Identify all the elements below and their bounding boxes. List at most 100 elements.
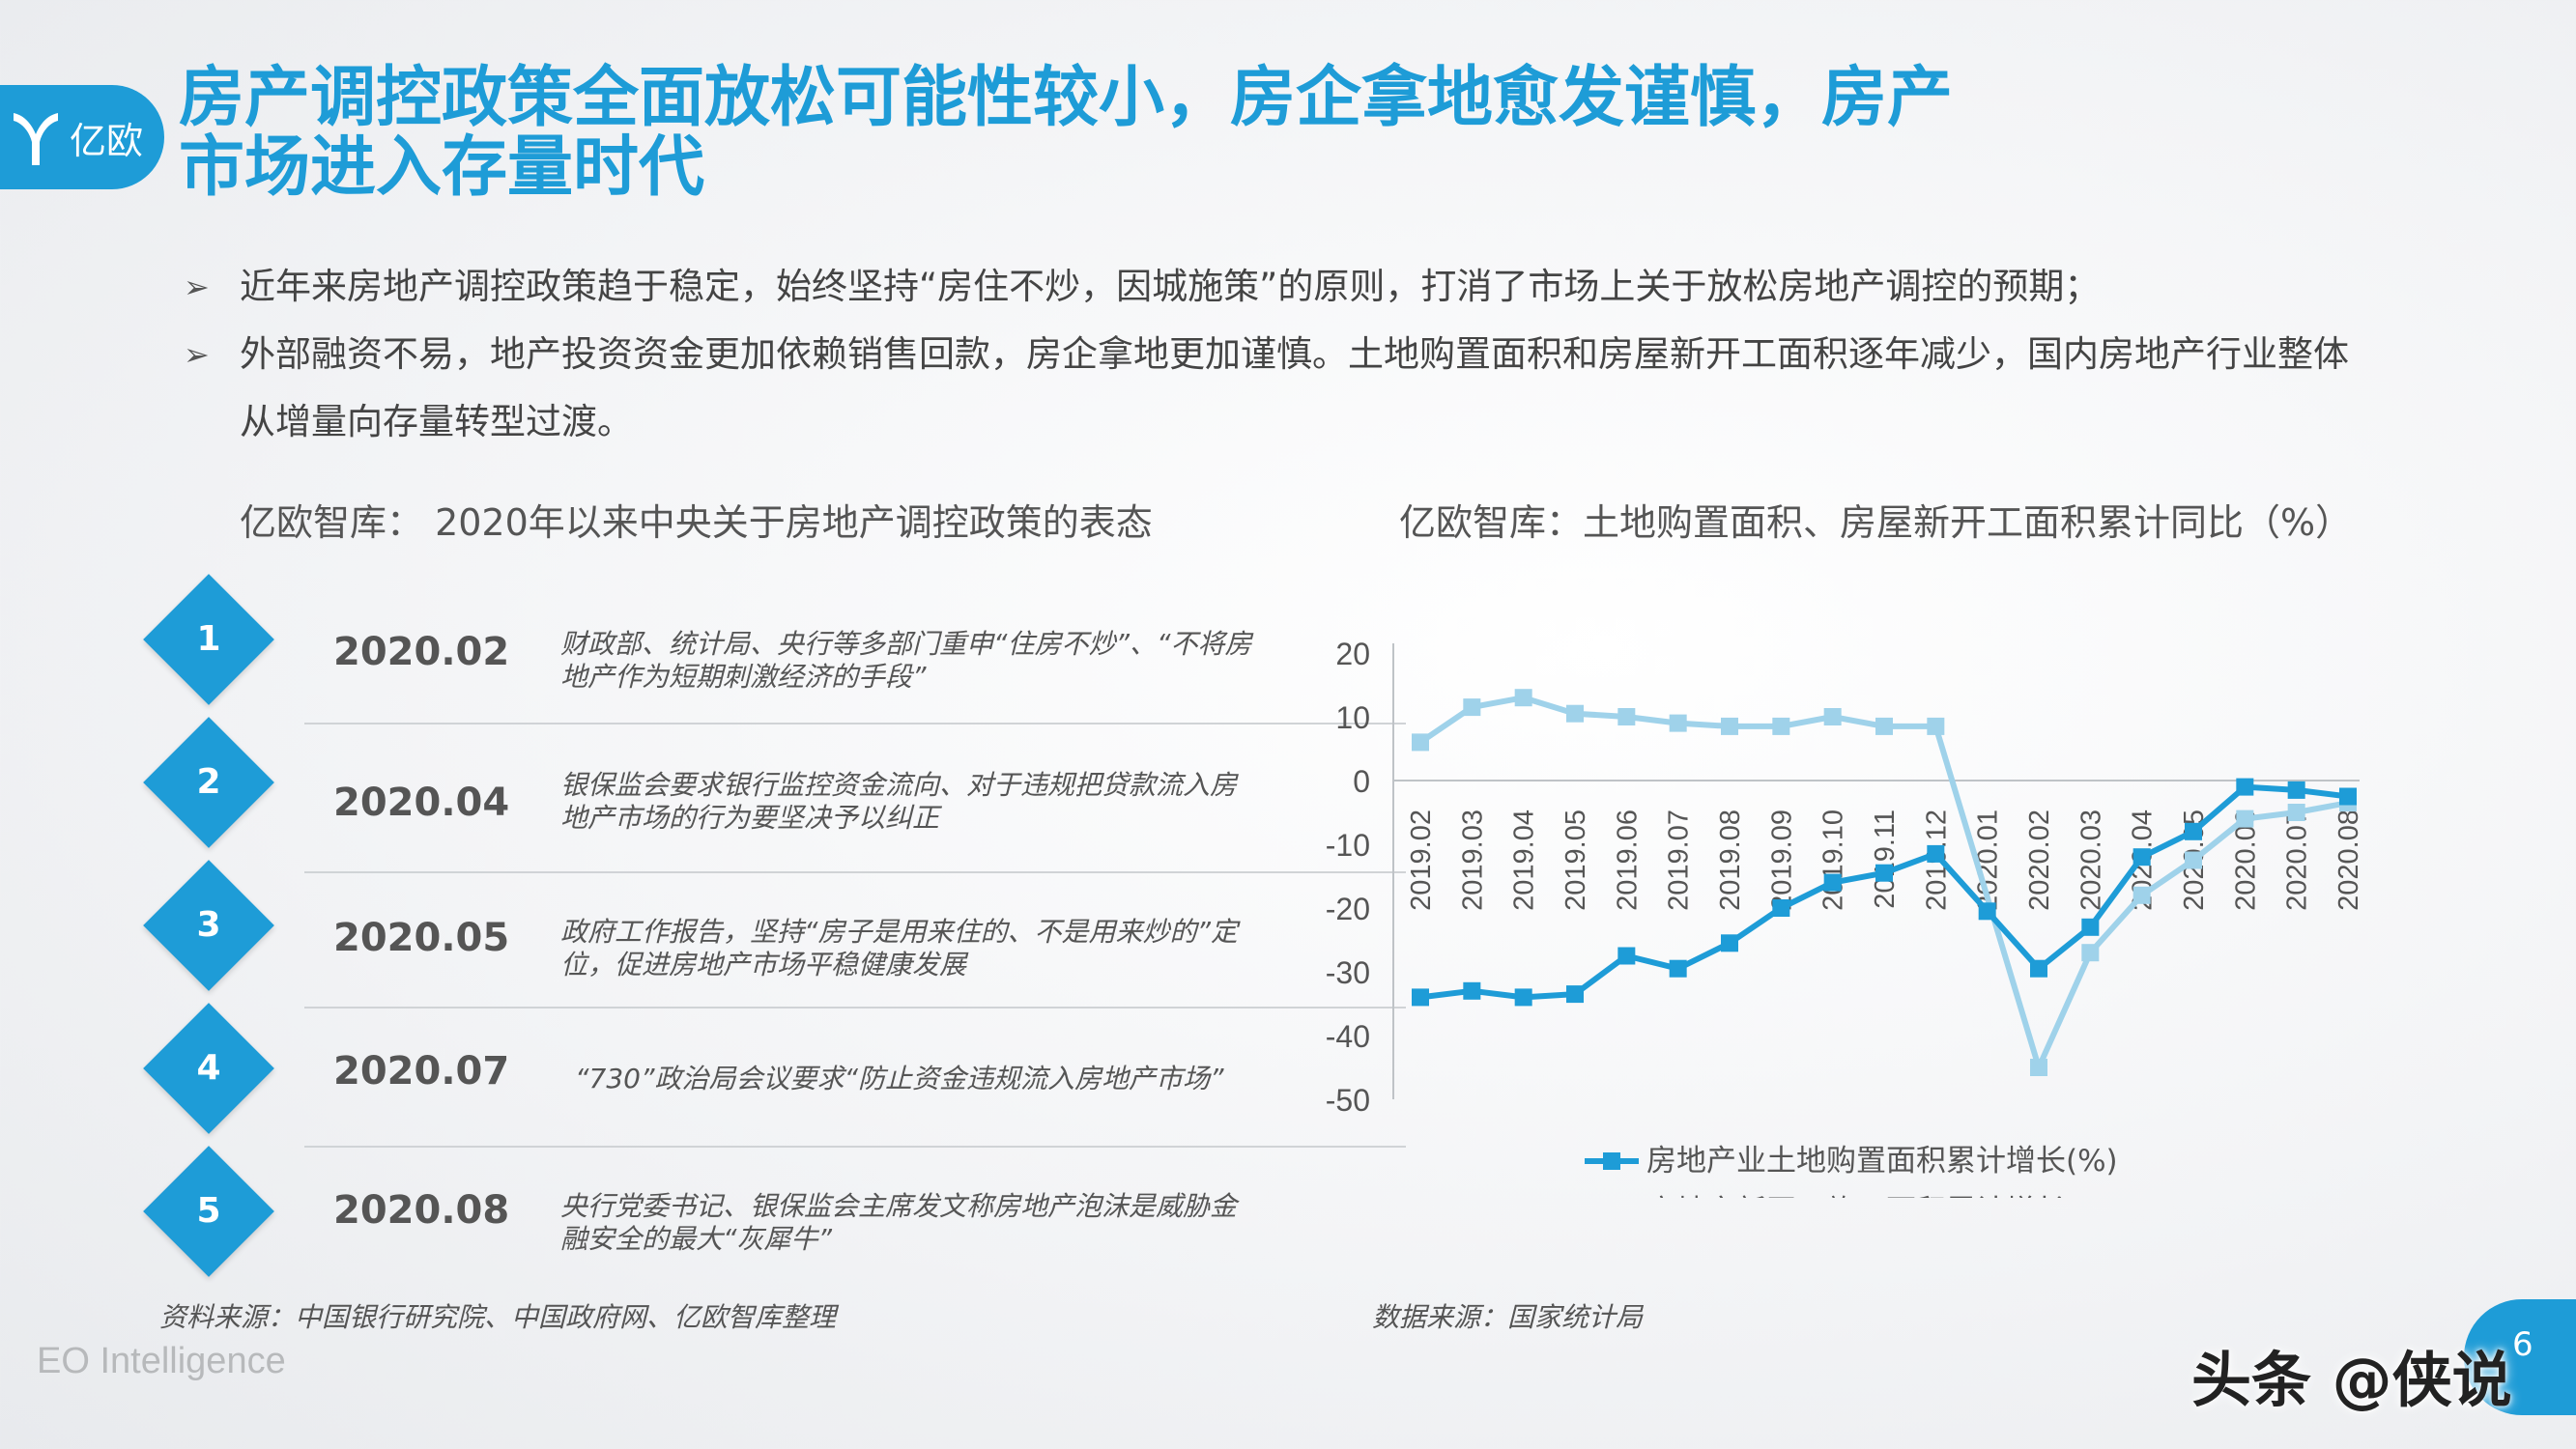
page-badge [2464, 1299, 2576, 1415]
legend-label: 房地产业土地购置面积累计增长(%) [1646, 1144, 2118, 1179]
item-date: 2020.08 [333, 1188, 510, 1233]
data-point [1721, 717, 1738, 735]
data-point [2339, 787, 2357, 806]
left-section-title: 亿欧智库： 2020年以来中央关于房地产调控政策的表态 [240, 501, 1153, 544]
data-point [1463, 698, 1481, 717]
item-date: 2020.07 [333, 1049, 510, 1094]
data-point [1927, 844, 1945, 863]
divider [304, 1007, 1406, 1009]
x-tick-label: 2019.05 [1560, 810, 1591, 911]
data-point [1875, 864, 1893, 882]
line-chart: 20 10 0 -10 -20 -30 -40 -50 2019.02 2019.03 2019.0… [1326, 637, 2364, 1198]
data-point [2030, 1059, 2047, 1076]
x-tick-label: 2019.10 [1818, 810, 1849, 911]
item-date: 2020.04 [333, 781, 510, 825]
data-point [2132, 886, 2151, 904]
x-tick-label: 2020.07 [2282, 810, 2313, 911]
data-point [1772, 899, 1790, 917]
data-point [2185, 851, 2202, 869]
divider [304, 1146, 1406, 1148]
data-point [1566, 704, 1584, 723]
bullet-text: 近年来房地产调控政策趋于稳定，始终坚持“房住不炒，因城施策”的原则，打消了市场上… [240, 266, 2101, 307]
timeline-item: 5 2020.08 央行党委书记、银保监会主席发文称房地产泡沫是威胁金融安全的最… [143, 1146, 1266, 1294]
item-number: 4 [196, 1048, 221, 1088]
chart-source-note: 数据来源：国家统计局 [1372, 1301, 1644, 1333]
data-point [1566, 985, 1584, 1004]
data-point [1669, 959, 1687, 978]
watermark: 头条 @侠说 [2191, 1345, 2512, 1415]
bullet-list: ➢ 近年来房地产调控政策趋于稳定，始终坚持“房住不炒，因城施策”的原则，打消了市… [184, 253, 2367, 456]
data-point [1978, 902, 1996, 921]
divider [304, 871, 1406, 873]
y-tick-label: -50 [1326, 1083, 1370, 1118]
data-point [1514, 988, 1532, 1007]
footer-brand: EO Intelligence [37, 1341, 286, 1381]
x-tick-label: 2019.09 [1766, 810, 1797, 911]
data-point [1927, 717, 1945, 735]
data-point [1463, 981, 1481, 1000]
y-tick-label: -10 [1326, 828, 1370, 863]
data-point [1721, 934, 1738, 952]
item-description: 央行党委书记、银保监会主席发文称房地产泡沫是威胁金融安全的最大“灰犀牛” [560, 1190, 1238, 1255]
logo-text: 亿欧 [70, 119, 144, 162]
bullet-item: ➢ 近年来房地产调控政策趋于稳定，始终坚持“房住不炒，因城施策”的原则，打消了市… [184, 253, 2367, 321]
y-tick-label: 20 [1335, 637, 1370, 671]
timeline-item: 1 2020.02 财政部、统计局、央行等多部门重申“住房不炒”、“不将房地产作… [143, 574, 1266, 723]
divider [304, 723, 1406, 724]
data-point [2081, 918, 2100, 936]
x-tick-label: 2019.08 [1715, 810, 1746, 911]
data-point [2287, 804, 2305, 821]
x-tick-label: 2020.03 [2075, 810, 2106, 911]
x-tick-label: 2019.04 [1509, 810, 1540, 911]
data-point [1617, 947, 1636, 965]
left-source-note: 资料来源：中国银行研究院、中国政府网、亿欧智库整理 [159, 1301, 837, 1333]
y-tick-label: -30 [1326, 955, 1370, 990]
data-point [1412, 733, 1429, 752]
legend-label: 房地产新开工施工面积累计增长(%) [1646, 1194, 2118, 1198]
data-point [2185, 822, 2202, 840]
timeline-item: 4 2020.07 “730”政治局会议要求“防止资金违规流入房地产市场” [143, 1003, 1266, 1151]
x-tick-label: 2020.08 [2333, 810, 2364, 911]
item-number: 3 [196, 905, 221, 945]
chart-title: 亿欧智库：土地购置面积、房屋新开工面积累计同比（%） [1399, 501, 2353, 544]
data-point [2030, 959, 2047, 978]
data-point [2236, 810, 2254, 828]
timeline-item: 3 2020.05 政府工作报告，坚持“房子是用来住的、不是用来炒的”定位，促进… [143, 860, 1266, 1009]
y-tick-label: 0 [1353, 764, 1370, 799]
data-point [1412, 988, 1429, 1007]
data-point [2081, 944, 2100, 962]
item-description: 财政部、统计局、央行等多部门重申“住房不炒”、“不将房地产作为短期刺激经济的手段… [560, 628, 1252, 693]
item-date: 2020.05 [333, 916, 510, 960]
x-tick-label: 2019.06 [1612, 810, 1643, 911]
item-number: 5 [196, 1191, 221, 1231]
data-point [1669, 714, 1687, 732]
page-title: 房产调控政策全面放松可能性较小，房企拿地愈发谨慎，房产市场进入存量时代 [179, 60, 1954, 206]
policy-timeline: 1 2020.02 财政部、统计局、央行等多部门重申“住房不炒”、“不将房地产作… [143, 574, 1406, 1277]
item-description: 政府工作报告，坚持“房子是用来住的、不是用来炒的”定位，促进房地产市场平稳健康发… [560, 916, 1239, 980]
logo-mark-icon [14, 113, 58, 165]
data-point [2132, 848, 2151, 867]
page-number: 6 [2512, 1325, 2533, 1364]
y-tick-label: -20 [1326, 892, 1370, 926]
data-point [1823, 708, 1842, 725]
data-point [1823, 873, 1842, 892]
y-tick-label: -40 [1326, 1019, 1370, 1054]
x-tick-label: 2020.02 [2024, 810, 2055, 911]
item-description: “730”政治局会议要求“防止资金违规流入房地产市场” [575, 1063, 1224, 1094]
item-number: 2 [196, 762, 221, 802]
bullet-item: ➢ 外部融资不易，地产投资资金更加依赖销售回款，房企拿地更加谨慎。土地购置面积和… [184, 321, 2367, 456]
data-point [1772, 717, 1790, 735]
data-point [1875, 717, 1893, 735]
bullet-text: 外部融资不易，地产投资资金更加依赖销售回款，房企拿地更加谨慎。土地购置面积和房屋… [240, 333, 2349, 442]
x-tick-label: 2019.02 [1406, 810, 1437, 911]
x-tick-label: 2019.11 [1870, 810, 1901, 909]
x-tick-label: 2019.07 [1664, 810, 1695, 911]
arrow-bullet-icon: ➢ [184, 269, 210, 305]
data-point [2236, 778, 2254, 796]
brand-logo: 亿欧 [0, 85, 164, 189]
arrow-bullet-icon: ➢ [184, 336, 210, 373]
item-date: 2020.02 [333, 630, 510, 674]
data-point [2287, 781, 2305, 799]
x-tick-label: 2019.03 [1457, 810, 1488, 911]
y-tick-label: 10 [1335, 700, 1370, 735]
